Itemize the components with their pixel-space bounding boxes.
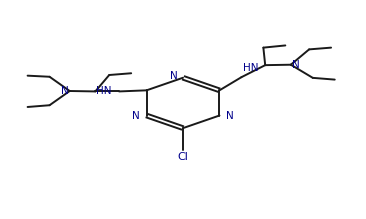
Text: N: N [226, 111, 234, 120]
Text: N: N [292, 60, 300, 70]
Text: HN: HN [243, 63, 259, 73]
Text: HN: HN [96, 86, 111, 96]
Text: Cl: Cl [178, 152, 188, 162]
Text: N: N [132, 111, 140, 120]
Text: N: N [170, 71, 178, 81]
Text: N: N [61, 86, 68, 96]
